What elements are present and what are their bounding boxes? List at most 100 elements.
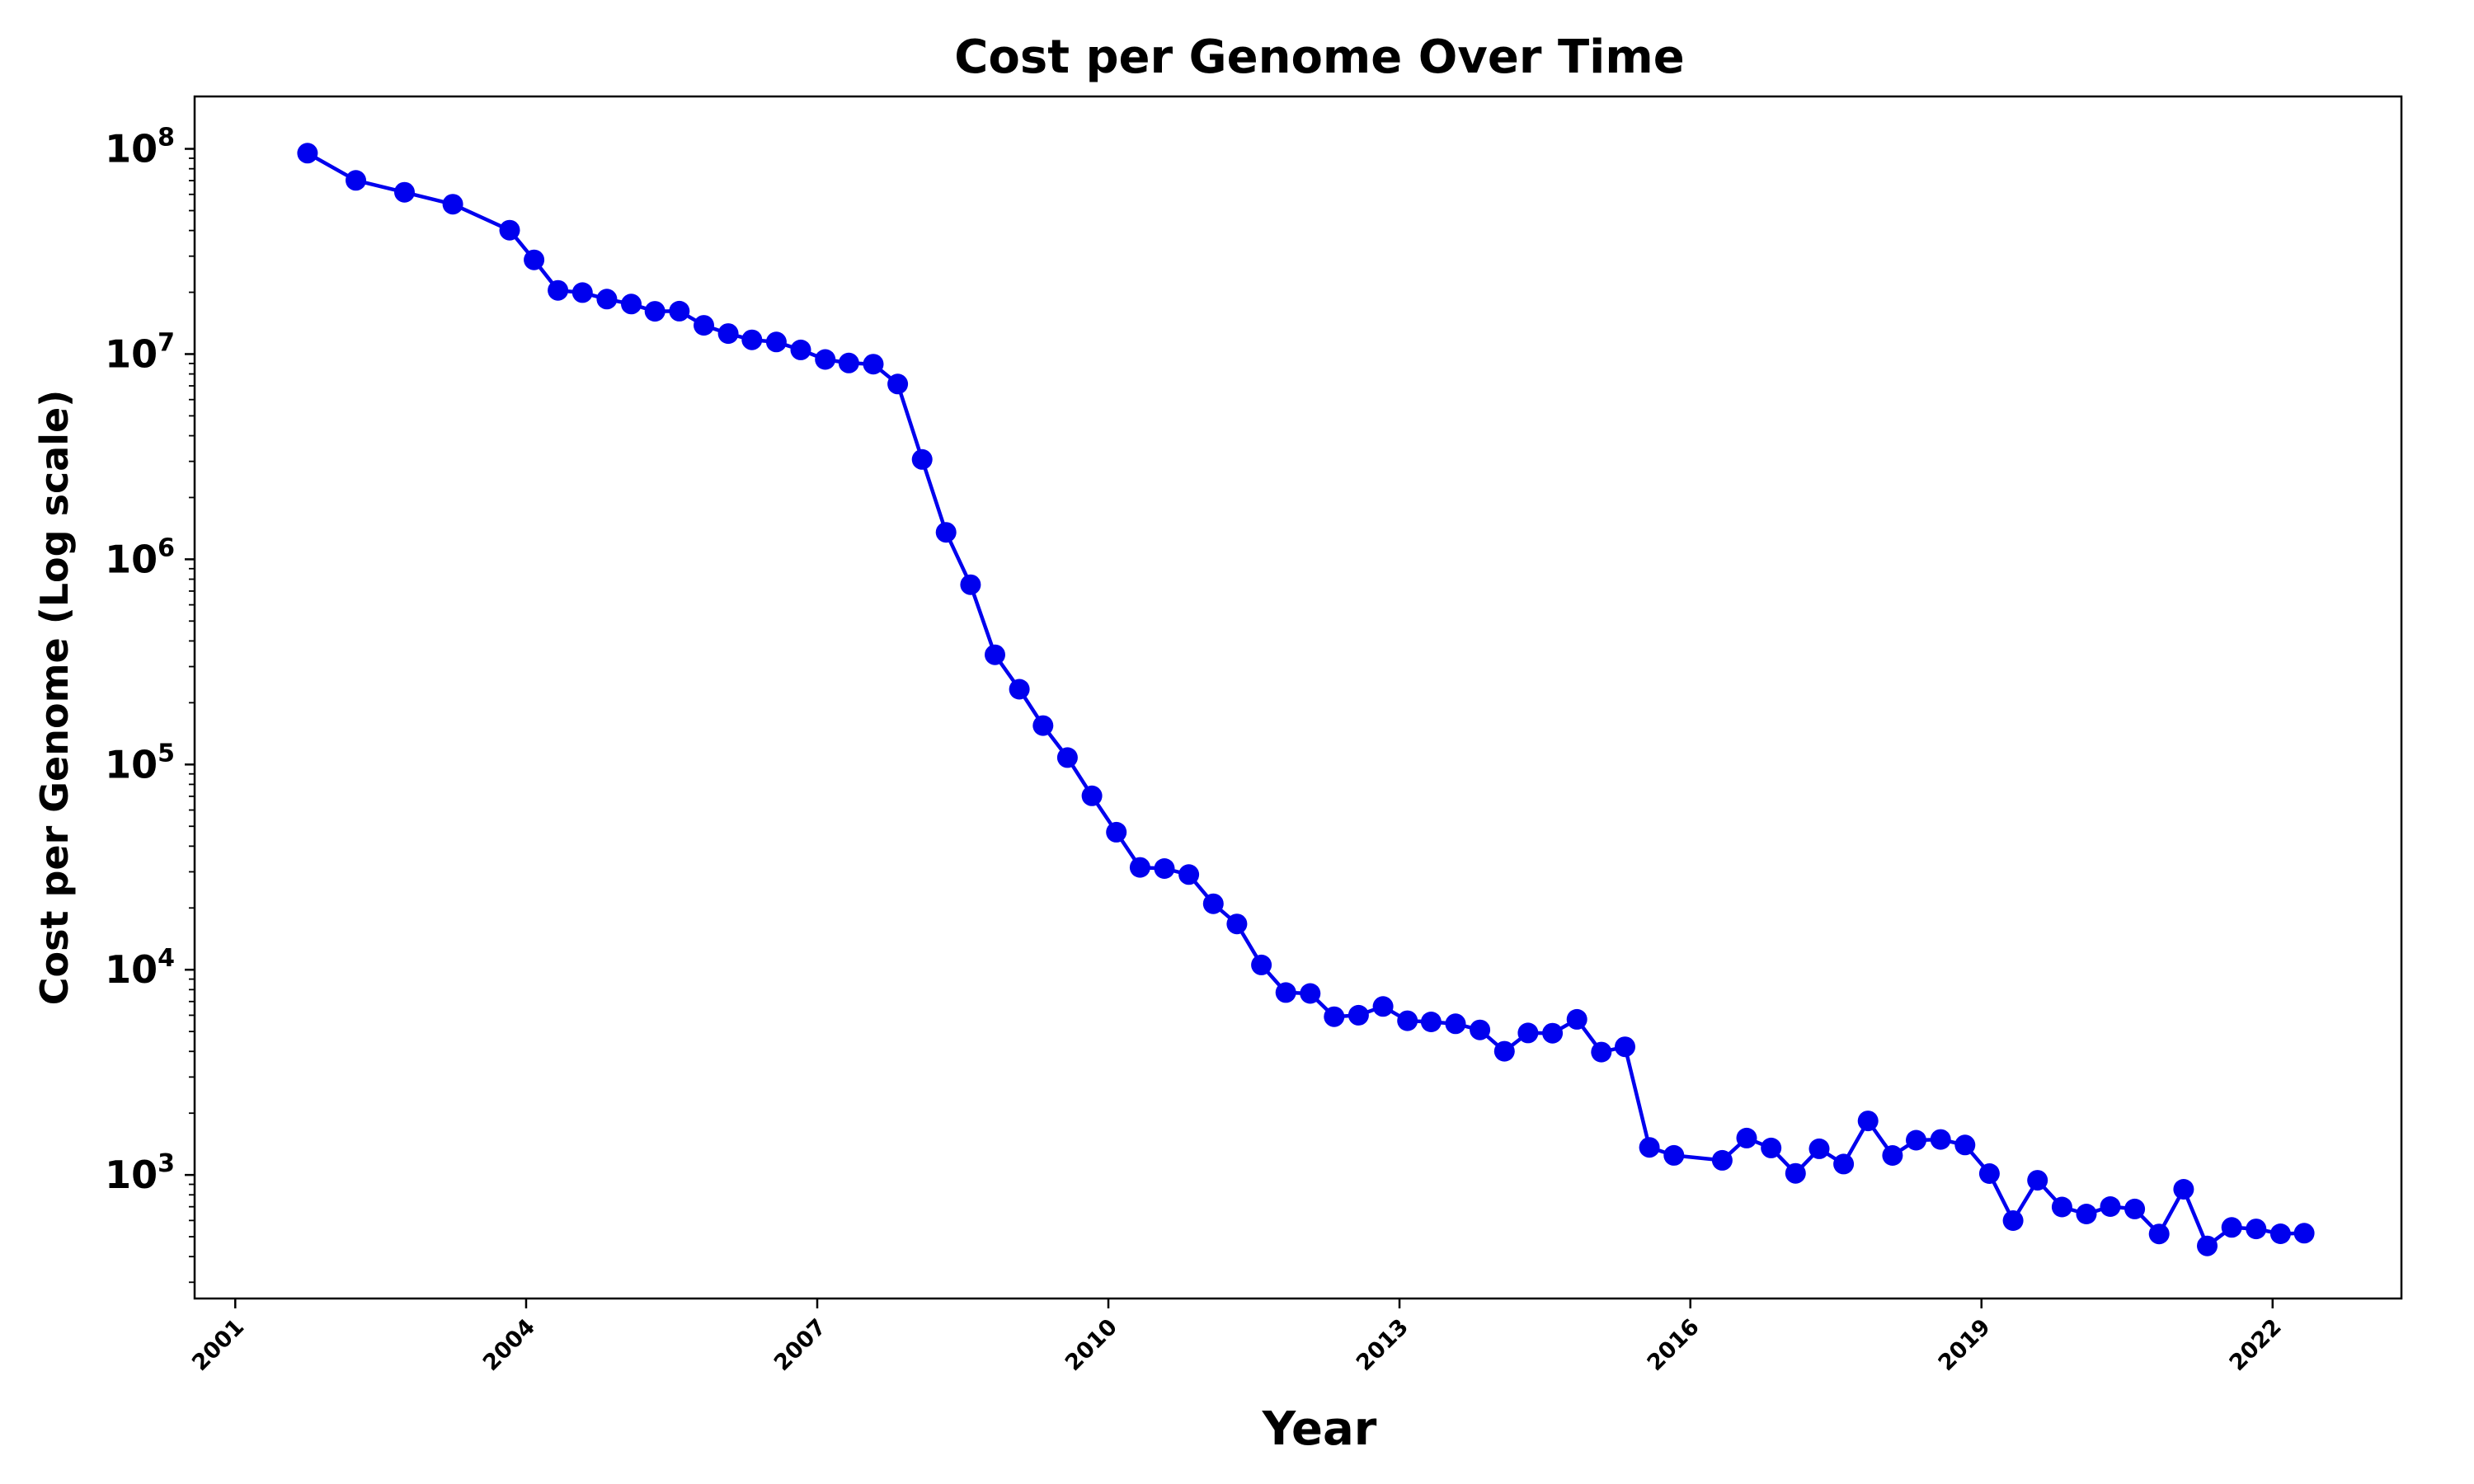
data-point bbox=[911, 448, 933, 470]
data-point bbox=[1517, 1022, 1539, 1044]
data-point bbox=[887, 373, 909, 395]
data-point bbox=[297, 143, 318, 164]
data-point bbox=[1493, 1040, 1515, 1062]
data-point bbox=[524, 249, 545, 270]
y-tick-label: 106 bbox=[105, 533, 175, 581]
data-point bbox=[1251, 954, 1272, 975]
data-point bbox=[1736, 1127, 1757, 1148]
y-tick-label: 104 bbox=[105, 944, 175, 992]
data-point bbox=[1857, 1111, 1879, 1132]
data-point bbox=[1615, 1036, 1635, 1058]
data-point bbox=[935, 522, 957, 543]
data-point bbox=[1470, 1019, 1491, 1040]
x-tick-label: 2016 bbox=[1643, 1314, 1705, 1376]
x-tick-label: 2010 bbox=[1061, 1314, 1122, 1376]
axis-ticks: 2001 2004 2007 2010 2013 2016 2019 2022 103 104 10… bbox=[105, 124, 2287, 1377]
data-point bbox=[1372, 996, 1394, 1017]
x-axis-label: Year bbox=[1262, 1402, 1377, 1456]
data-point bbox=[1009, 679, 1030, 700]
data-point bbox=[1202, 893, 1224, 914]
data-point bbox=[1154, 858, 1175, 879]
data-point bbox=[838, 352, 859, 373]
data-point bbox=[694, 315, 714, 336]
x-tick-label: 2013 bbox=[1352, 1314, 1413, 1376]
data-point bbox=[1906, 1129, 1926, 1151]
data-point bbox=[2293, 1223, 2315, 1244]
data-point bbox=[2246, 1219, 2267, 1240]
data-point bbox=[815, 349, 836, 370]
data-point bbox=[1639, 1137, 1660, 1158]
data-point bbox=[1761, 1137, 1782, 1158]
data-point bbox=[442, 194, 463, 215]
data-point bbox=[1275, 982, 1296, 1003]
y-tick-label: 105 bbox=[105, 739, 175, 787]
data-point bbox=[2173, 1179, 2194, 1200]
series-line bbox=[306, 151, 2305, 1248]
data-point bbox=[2100, 1196, 2121, 1217]
y-axis-label: Cost per Genome (Log scale) bbox=[32, 390, 77, 1006]
data-point bbox=[1785, 1162, 1806, 1184]
data-point bbox=[1591, 1041, 1612, 1063]
data-point bbox=[1954, 1134, 1976, 1156]
data-point bbox=[1056, 747, 1078, 768]
data-point bbox=[863, 354, 884, 375]
data-point bbox=[2221, 1217, 2242, 1238]
data-point bbox=[2076, 1204, 2097, 1224]
data-point bbox=[1397, 1010, 1418, 1031]
data-point bbox=[1663, 1144, 1685, 1166]
data-point bbox=[2197, 1235, 2218, 1256]
data-point bbox=[1178, 864, 1200, 885]
plot-frame bbox=[193, 95, 2403, 1300]
x-tick-label: 2022 bbox=[2225, 1314, 2287, 1376]
chart-title: Cost per Genome Over Time bbox=[954, 31, 1684, 84]
data-point bbox=[2051, 1196, 2072, 1218]
y-tick-label: 108 bbox=[105, 124, 175, 171]
data-point bbox=[1129, 857, 1150, 878]
data-point bbox=[621, 294, 642, 315]
data-point bbox=[1226, 913, 1248, 935]
data-point bbox=[1445, 1013, 1466, 1035]
data-point bbox=[960, 574, 981, 595]
data-point bbox=[2002, 1210, 2024, 1231]
data-point bbox=[2148, 1223, 2170, 1245]
y-tick-label: 103 bbox=[105, 1149, 175, 1197]
data-point bbox=[1566, 1008, 1587, 1030]
data-point bbox=[1882, 1145, 1903, 1166]
data-point bbox=[346, 170, 366, 191]
x-tick-label: 2019 bbox=[1934, 1314, 1996, 1376]
data-point bbox=[1930, 1129, 1951, 1150]
data-point bbox=[1711, 1149, 1733, 1171]
x-tick-label: 2004 bbox=[478, 1314, 540, 1376]
data-point bbox=[985, 644, 1005, 665]
data-point bbox=[1081, 785, 1103, 806]
data-series bbox=[297, 143, 2315, 1256]
data-point bbox=[644, 301, 666, 322]
data-point bbox=[1542, 1022, 1564, 1044]
data-point bbox=[1348, 1004, 1369, 1026]
data-point bbox=[548, 279, 569, 301]
data-point bbox=[790, 339, 811, 360]
x-tick-label: 2007 bbox=[769, 1314, 831, 1376]
data-point bbox=[2269, 1223, 2291, 1244]
data-point bbox=[1978, 1163, 2000, 1184]
data-point bbox=[717, 323, 739, 345]
x-tick-label: 2001 bbox=[187, 1314, 249, 1376]
data-point bbox=[2124, 1198, 2146, 1219]
data-point bbox=[669, 300, 690, 322]
data-point bbox=[1300, 983, 1321, 1004]
data-point bbox=[499, 219, 520, 241]
data-point bbox=[765, 331, 787, 353]
data-point bbox=[741, 329, 763, 350]
y-tick-label: 107 bbox=[105, 328, 175, 376]
data-point bbox=[1808, 1138, 1830, 1159]
data-point bbox=[1106, 821, 1127, 843]
data-point bbox=[571, 282, 593, 303]
data-point bbox=[596, 289, 618, 310]
data-point bbox=[1420, 1012, 1442, 1032]
data-point bbox=[394, 181, 415, 203]
data-point bbox=[1324, 1006, 1345, 1027]
data-point bbox=[2027, 1170, 2048, 1191]
data-point bbox=[1032, 715, 1054, 736]
data-point bbox=[1833, 1153, 1855, 1175]
